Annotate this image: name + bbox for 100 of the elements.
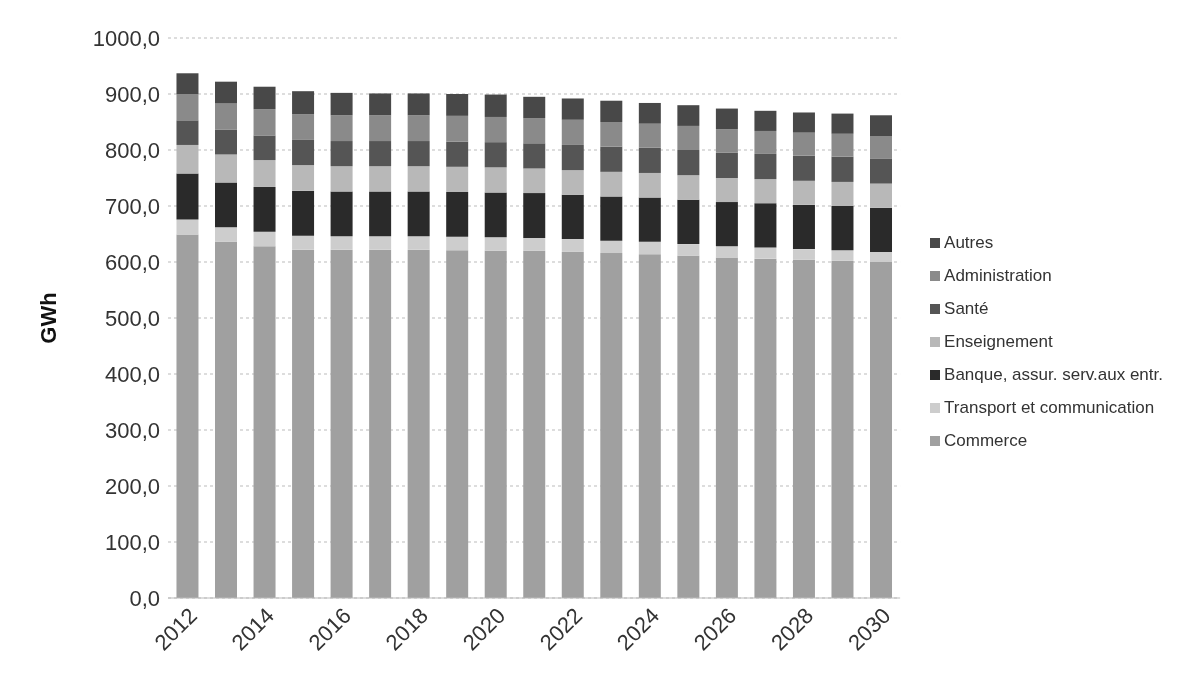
bar [754, 110, 777, 131]
bar [638, 123, 661, 148]
bar [407, 191, 430, 237]
bar [715, 246, 738, 258]
bar [523, 143, 546, 169]
bar [446, 166, 469, 192]
bar [446, 115, 469, 142]
bar [369, 249, 392, 598]
bar [369, 236, 392, 250]
bar [407, 93, 430, 116]
bar [484, 142, 507, 168]
bar [677, 105, 700, 126]
bar [523, 237, 546, 251]
bar [215, 129, 238, 155]
bar [215, 241, 238, 598]
bar [638, 241, 661, 255]
bar [870, 136, 893, 159]
bar [831, 206, 854, 251]
bar [754, 130, 777, 154]
bar [523, 118, 546, 144]
bar [484, 116, 507, 143]
bar [484, 192, 507, 238]
bar [561, 251, 584, 598]
bar [330, 236, 353, 250]
bar [176, 219, 199, 235]
bar [677, 244, 700, 256]
bar [407, 141, 430, 167]
bar [561, 119, 584, 145]
y-tick-label: 600,0 [104, 249, 160, 275]
bar [330, 92, 353, 116]
bar [253, 160, 276, 187]
bar [292, 165, 315, 191]
bar [831, 133, 854, 157]
bar [754, 247, 777, 259]
bar [253, 246, 276, 598]
bar [600, 146, 623, 172]
bar [176, 73, 199, 94]
bar [369, 115, 392, 142]
bar [600, 196, 623, 241]
bar [715, 152, 738, 178]
bar [292, 91, 315, 115]
bar [600, 100, 623, 122]
bar [600, 122, 623, 147]
bar [484, 250, 507, 598]
y-tick-label: 500,0 [104, 305, 160, 331]
bar [677, 150, 700, 176]
bar [215, 182, 238, 228]
bar [215, 81, 238, 104]
bar [253, 86, 276, 110]
bar [638, 102, 661, 124]
bar [715, 178, 738, 203]
bar [831, 260, 854, 598]
bar [715, 108, 738, 130]
y-tick-label: 0,0 [129, 585, 160, 611]
bar [754, 153, 777, 180]
bar [600, 253, 623, 598]
y-tick-label: 900,0 [104, 81, 160, 107]
bar [407, 236, 430, 250]
legend-label: Enseignement [944, 331, 1053, 352]
bar [754, 258, 777, 598]
bar [292, 190, 315, 236]
bar [523, 193, 546, 238]
y-tick-label: 800,0 [104, 137, 160, 163]
bar [176, 234, 199, 598]
bar [330, 141, 353, 167]
bar [215, 227, 238, 242]
bar [561, 144, 584, 171]
bar [638, 197, 661, 242]
bar [870, 262, 893, 598]
bar [292, 249, 315, 598]
bar [407, 115, 430, 142]
y-tick-label: 1000,0 [92, 25, 160, 51]
legend-label: Banque, assur. serv.aux entr. [944, 364, 1163, 385]
bar [831, 113, 854, 134]
bar [792, 132, 815, 156]
bar [292, 139, 315, 166]
bar [330, 191, 353, 237]
bar [561, 194, 584, 240]
bar [831, 250, 854, 261]
bar [253, 231, 276, 247]
bar [253, 109, 276, 136]
legend-label: Administration [944, 265, 1052, 286]
bar [715, 129, 738, 153]
bar [484, 94, 507, 117]
bar [330, 115, 353, 142]
bar [215, 103, 238, 130]
bar [792, 155, 815, 181]
bar [253, 186, 276, 232]
bar [600, 240, 623, 254]
bar [792, 259, 815, 598]
y-tick-label: 200,0 [104, 473, 160, 499]
bar [600, 171, 623, 197]
bar [176, 94, 199, 121]
bar [715, 202, 738, 247]
bar [523, 250, 546, 598]
y-tick-label: 400,0 [104, 361, 160, 387]
bar [638, 254, 661, 598]
bar [369, 141, 392, 167]
y-axis-title: GWh [35, 292, 61, 344]
bar [446, 236, 469, 251]
